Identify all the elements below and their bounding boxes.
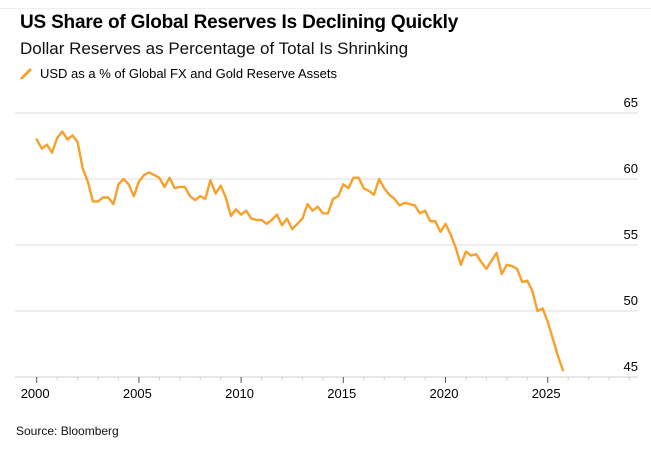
y-tick-label: 50 [624, 293, 638, 308]
chart-title: US Share of Global Reserves Is Declining… [20, 12, 459, 33]
chart-subtitle: Dollar Reserves as Percentage of Total I… [20, 39, 409, 58]
x-tick-label: 2010 [225, 386, 254, 401]
x-tick-label: 2020 [430, 386, 459, 401]
y-tick-label: 65 [624, 95, 638, 110]
y-tick-label: 55 [624, 227, 638, 242]
legend-label: USD as a % of Global FX and Gold Reserve… [40, 66, 337, 81]
legend: USD as a % of Global FX and Gold Reserve… [20, 66, 337, 81]
series-layer [35, 130, 565, 372]
x-tick-label: 2000 [21, 386, 50, 401]
y-tick-label: 60 [624, 161, 638, 176]
y-axis: 65 60 55 50 45 [624, 95, 638, 374]
x-axis: 2000 2005 2010 2015 2020 2025 [21, 377, 630, 401]
gridlines [15, 112, 638, 378]
y-tick-label: 45 [624, 359, 638, 374]
series-line [35, 130, 565, 372]
x-tick-label: 2025 [532, 386, 561, 401]
source-note: Source: Bloomberg [16, 424, 119, 438]
x-tick-label: 2015 [327, 386, 356, 401]
top-border [0, 0, 651, 9]
legend-line-icon [20, 68, 32, 79]
x-tick-label: 2005 [123, 386, 152, 401]
